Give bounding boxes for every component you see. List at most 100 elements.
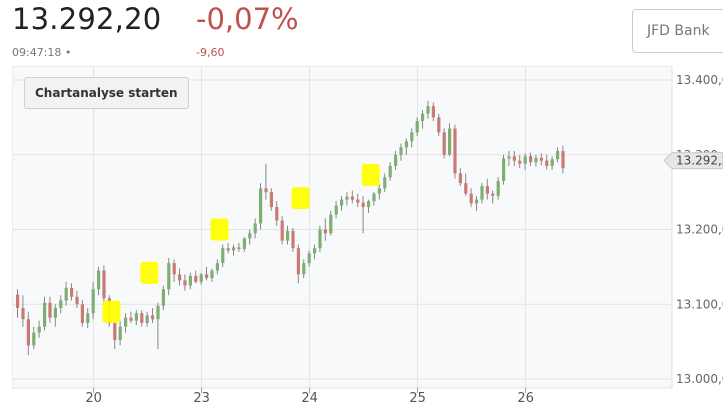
candle-body	[475, 199, 479, 204]
highlight-marker	[140, 261, 159, 284]
candle-body	[421, 113, 425, 122]
y-tick-label: 13.100,0	[676, 297, 723, 311]
candle-body	[280, 220, 284, 241]
change-percent: -0,07%	[196, 2, 299, 36]
candle-body	[242, 238, 246, 249]
y-tick-label: 13.200,0	[676, 223, 723, 237]
candle-body	[259, 188, 263, 224]
candle-body	[134, 313, 138, 321]
candle-body	[129, 317, 133, 321]
candle-body	[464, 183, 468, 194]
candle-body	[124, 317, 128, 327]
candle-body	[318, 229, 322, 249]
candle-body	[302, 263, 306, 275]
candle-body	[188, 275, 192, 286]
candle-body	[502, 158, 506, 181]
candle-body	[367, 201, 371, 208]
candle-body	[205, 274, 209, 279]
candle-body	[97, 270, 101, 290]
candle-body	[329, 214, 333, 234]
candle-body	[275, 207, 279, 221]
candle-body	[59, 300, 63, 308]
start-chart-analysis-button[interactable]: Chartanalyse starten	[24, 77, 189, 109]
candle-body	[518, 160, 522, 164]
chart-area[interactable]: 13.400,013.300,013.200,013.100,013.000,0…	[11, 65, 723, 406]
candle-body	[383, 177, 387, 189]
candle-body	[16, 294, 20, 308]
candle-body	[453, 128, 457, 174]
candle-body	[426, 106, 430, 114]
x-tick-label: 20	[85, 391, 102, 405]
last-price-tag	[663, 152, 723, 170]
candle-body	[469, 193, 473, 204]
candle-body	[448, 128, 452, 155]
candle-body	[431, 106, 435, 118]
candle-body	[167, 263, 171, 290]
candle-body	[512, 156, 516, 161]
candle-body	[361, 202, 365, 208]
candle-body	[156, 305, 160, 320]
candle-body	[70, 287, 74, 297]
change-absolute: -9,60	[196, 46, 225, 59]
plot-background	[11, 65, 673, 389]
candle-body	[32, 332, 36, 346]
candle-body	[480, 186, 484, 200]
candle-body	[151, 315, 155, 320]
candle-body	[172, 263, 176, 275]
candle-body	[253, 223, 257, 234]
candle-body	[80, 304, 84, 323]
candle-body	[415, 121, 419, 133]
candle-body	[491, 193, 495, 196]
candle-body	[221, 248, 225, 264]
candle-body	[377, 188, 381, 194]
candle-body	[313, 248, 317, 254]
candle-body	[86, 313, 90, 323]
candle-body	[496, 180, 500, 196]
candle-body	[210, 270, 214, 279]
price-value: 13.292,20	[12, 2, 162, 36]
candle-body	[307, 253, 311, 264]
candle-body	[113, 322, 117, 341]
candle-body	[539, 157, 543, 161]
broker-select-value: JFD Bank	[647, 23, 710, 39]
candle-body	[237, 247, 241, 249]
candle-body	[232, 247, 236, 251]
candle-body	[21, 307, 25, 320]
candle-body	[394, 154, 398, 166]
candle-body	[523, 156, 527, 164]
x-tick-label: 25	[409, 391, 426, 405]
candle-body	[291, 230, 295, 249]
candle-body	[485, 186, 489, 194]
x-tick-label: 23	[193, 391, 210, 405]
x-tick-label: 24	[301, 391, 318, 405]
candle-body	[458, 173, 462, 184]
candle-body	[26, 319, 30, 346]
candle-body	[545, 160, 549, 166]
candle-body	[199, 274, 203, 282]
highlight-marker	[102, 300, 121, 323]
candle-body	[37, 326, 41, 333]
candle-body	[534, 157, 538, 163]
candle-body	[372, 193, 376, 202]
candle-body	[550, 159, 554, 166]
candle-body	[102, 270, 106, 299]
candle-body	[75, 296, 79, 305]
candle-body	[48, 302, 52, 318]
candle-body	[53, 307, 57, 318]
candle-body	[345, 196, 349, 200]
candle-body	[388, 165, 392, 178]
candle-body	[507, 156, 511, 159]
highlight-marker	[291, 187, 310, 210]
candle-body	[91, 289, 95, 314]
candle-body	[145, 315, 149, 323]
candle-body	[404, 141, 408, 148]
candle-body	[286, 230, 290, 241]
candle-body	[140, 313, 144, 323]
broker-select[interactable]: JFD Bank	[632, 9, 723, 53]
x-tick-label: 26	[517, 391, 534, 405]
candle-body	[64, 287, 68, 301]
candlestick-chart[interactable]: 13.400,013.300,013.200,013.100,013.000,0…	[11, 65, 723, 406]
y-tick-label: 13.000,0	[676, 372, 723, 386]
highlight-marker	[210, 218, 229, 241]
quote-time: 09:47:18 •	[12, 46, 72, 59]
